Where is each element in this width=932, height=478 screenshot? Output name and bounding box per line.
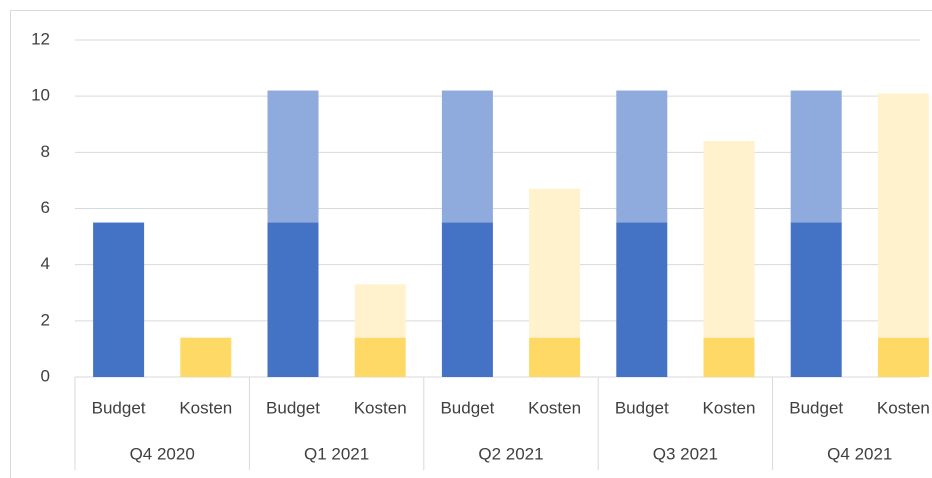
y-tick-label: 10 (31, 86, 50, 105)
x-tick-label: Budget (92, 398, 146, 417)
bar-segment (616, 222, 668, 377)
y-tick-label: 0 (41, 366, 50, 385)
bar-segment (529, 188, 581, 338)
x-tick-label: Kosten (354, 398, 407, 417)
bar-segment (354, 284, 406, 338)
y-tick-label: 4 (41, 254, 50, 273)
x-tick-label: Budget (615, 398, 669, 417)
y-tick-label: 12 (31, 29, 50, 48)
y-tick-label: 6 (41, 198, 50, 217)
group-label: Q4 2020 (130, 444, 195, 463)
bar-segment (877, 337, 929, 377)
x-tick-label: Budget (789, 398, 843, 417)
x-tick-label: Kosten (703, 398, 756, 417)
x-tick-label: Kosten (877, 398, 930, 417)
chart-frame (10, 10, 932, 478)
y-tick-label: 2 (41, 310, 50, 329)
bar-segment (441, 222, 493, 377)
bar-segment (267, 222, 319, 377)
group-label: Q4 2021 (827, 444, 892, 463)
bar-segment (703, 337, 755, 377)
x-tick-label: Kosten (528, 398, 581, 417)
x-tick-label: Budget (266, 398, 320, 417)
bar-segment (790, 90, 842, 223)
x-tick-label: Kosten (179, 398, 232, 417)
bar-segment (616, 90, 668, 223)
bar-segment (790, 222, 842, 377)
bar-segment (93, 222, 145, 377)
bar-segment (703, 141, 755, 338)
bar-segment (267, 90, 319, 223)
bar-segment (441, 90, 493, 223)
group-label: Q3 2021 (653, 444, 718, 463)
bar-segment (529, 337, 581, 377)
bar-segment (877, 93, 929, 338)
x-tick-label: Budget (440, 398, 494, 417)
y-tick-label: 8 (41, 142, 50, 161)
bar-segment (354, 337, 406, 377)
group-label: Q1 2021 (304, 444, 369, 463)
group-label: Q2 2021 (478, 444, 543, 463)
bar-segment (180, 337, 232, 377)
